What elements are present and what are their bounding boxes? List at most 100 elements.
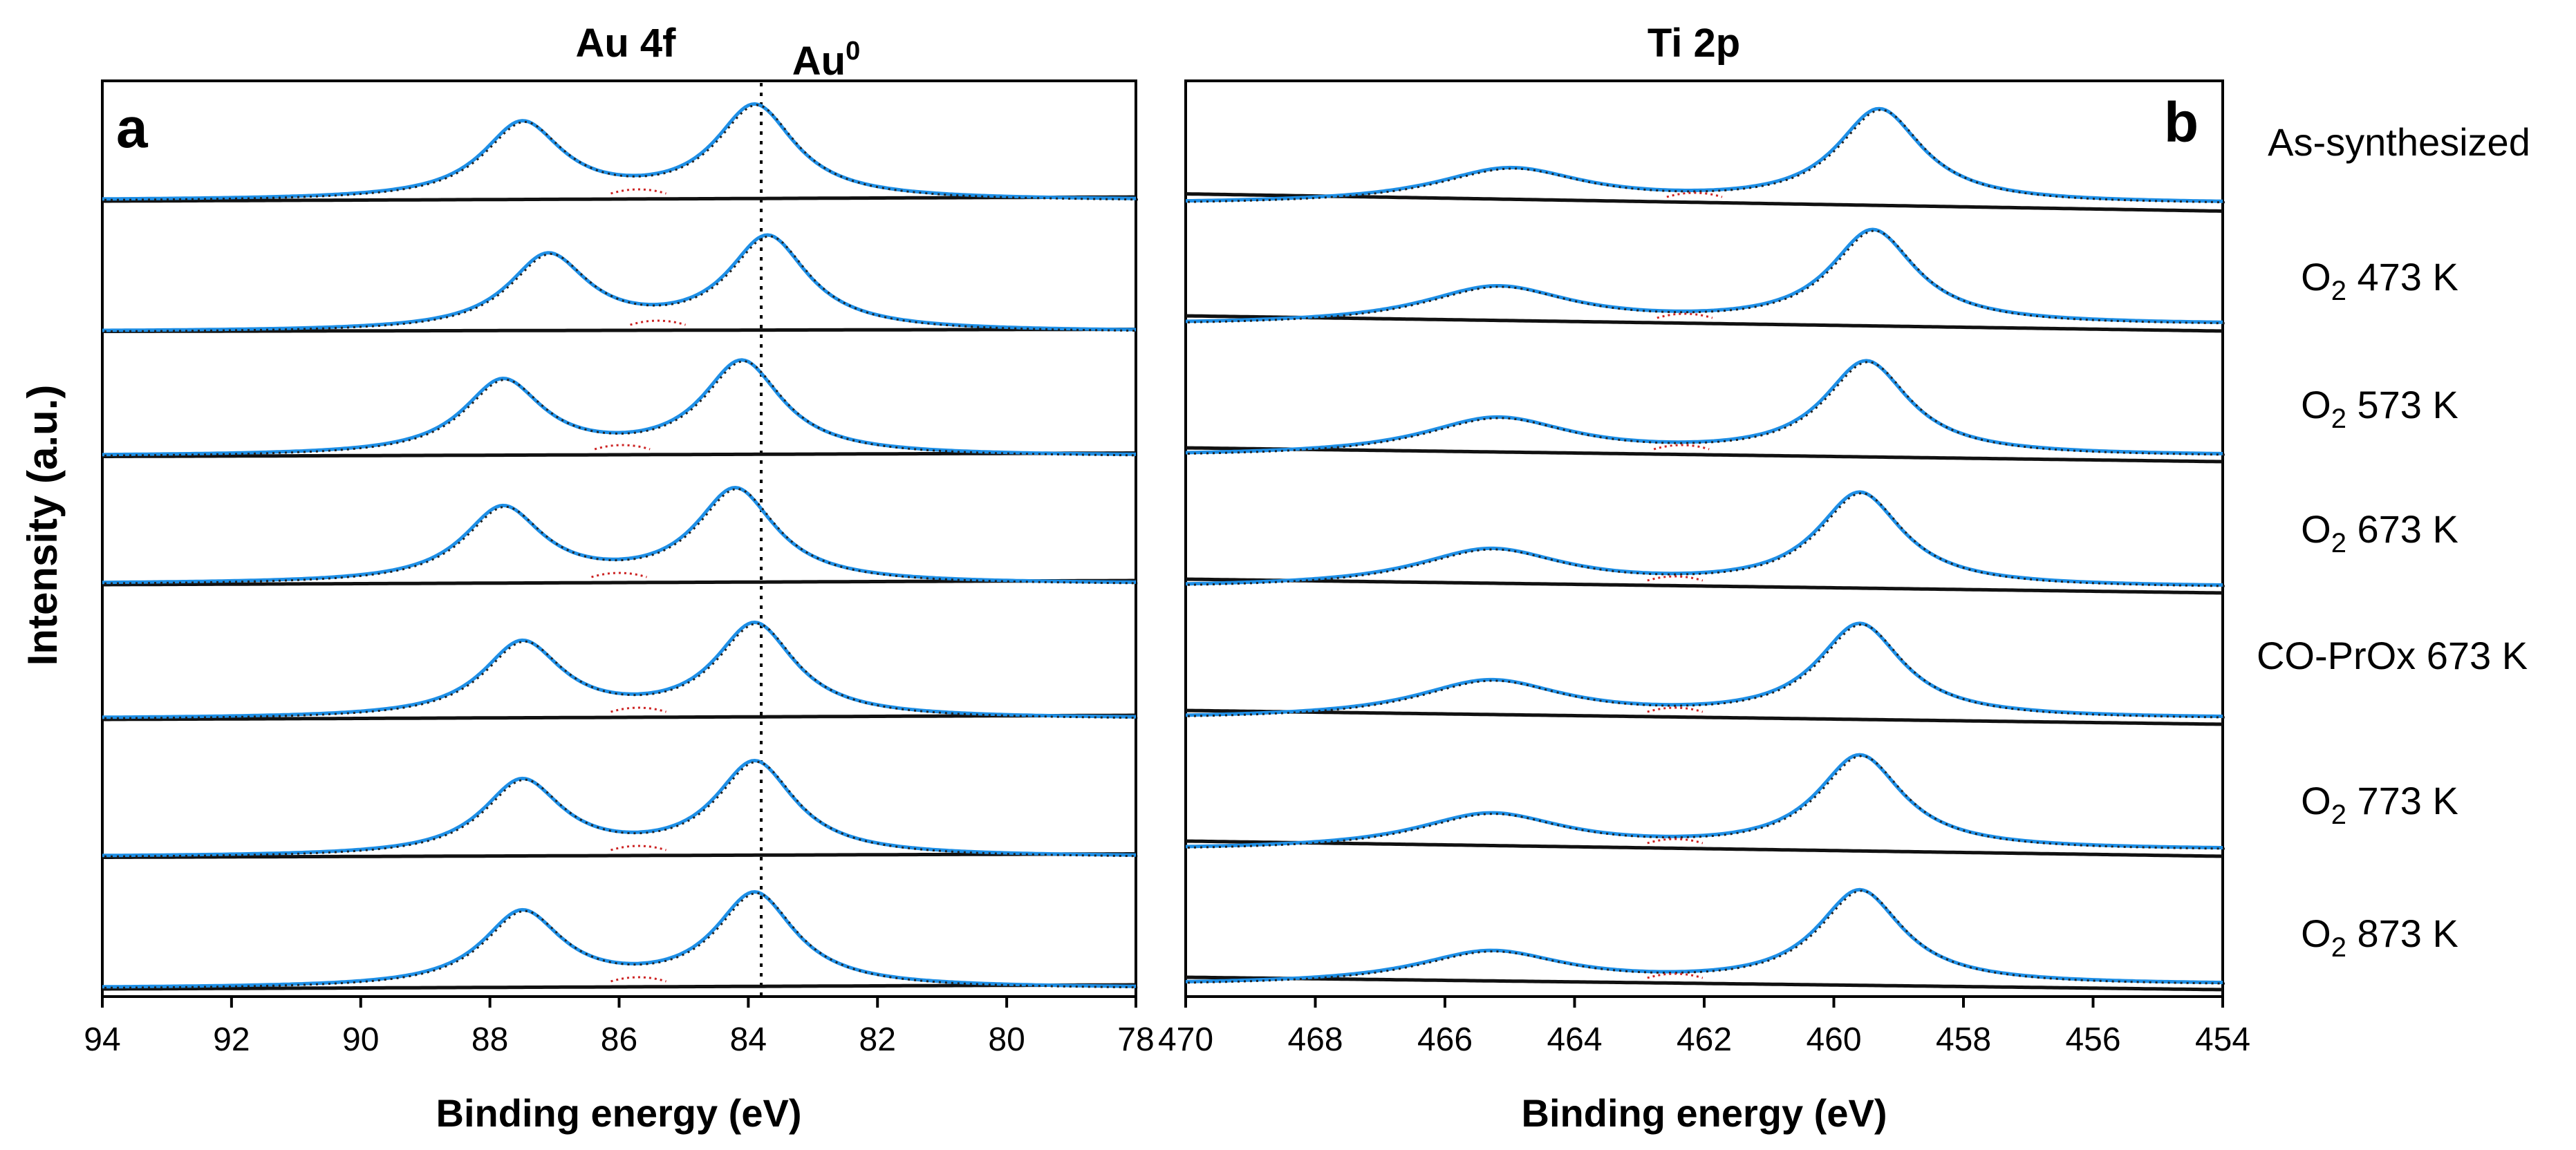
- sample-label-prefix: CO-PrOx 673 K: [2257, 634, 2528, 677]
- fit-curve: [102, 889, 1137, 989]
- fit-curve: [102, 758, 1137, 858]
- background-line: [102, 195, 1136, 203]
- sample-label-sub: 2: [2331, 404, 2346, 434]
- fit-curve: [102, 620, 1137, 719]
- sample-label-sub: 2: [2331, 276, 2346, 306]
- residual-dots: [594, 444, 651, 451]
- au0-label-text: Au: [792, 39, 846, 84]
- background-line: [102, 983, 1136, 991]
- x-tick-label: 84: [730, 1021, 767, 1058]
- residual-dots: [1656, 312, 1713, 319]
- sample-label: O2 873 K: [2301, 912, 2458, 963]
- sample-label-suffix: 473 K: [2346, 255, 2458, 299]
- panel-b-letter: b: [2164, 91, 2199, 154]
- residual-dots: [1666, 191, 1723, 198]
- raw-data-dots: [104, 760, 1139, 858]
- x-tick-label: 468: [1287, 1021, 1343, 1058]
- fit-curve: [1185, 490, 2223, 587]
- fit-curve: [1185, 887, 2223, 985]
- fit-curve: [1185, 106, 2223, 203]
- background-line: [1185, 839, 2223, 858]
- residual-dots: [1647, 972, 1704, 979]
- residual-dots: [610, 706, 666, 713]
- background-line: [102, 713, 1136, 722]
- sample-label: O2 573 K: [2301, 383, 2458, 434]
- background-line: [1185, 192, 2223, 213]
- sample-label-suffix: 573 K: [2346, 383, 2458, 426]
- raw-data-dots: [104, 104, 1139, 201]
- x-tick-label: 92: [213, 1021, 250, 1058]
- x-tick-label: 466: [1417, 1021, 1473, 1058]
- sample-label-sub: 2: [2331, 800, 2346, 830]
- background-line: [1185, 975, 2223, 992]
- au0-label-sup: 0: [846, 37, 860, 66]
- y-axis-label: Intensity (a.u.): [19, 385, 66, 666]
- sample-label-prefix: O: [2301, 507, 2331, 551]
- x-tick-label: 90: [342, 1021, 379, 1058]
- raw-data-dots: [1187, 889, 2225, 985]
- panel-a-title: Au 4f: [576, 21, 677, 66]
- fit-curve: [1185, 621, 2223, 718]
- x-tick-label: 458: [1936, 1021, 1991, 1058]
- sample-label: CO-PrOx 673 K: [2257, 634, 2528, 677]
- x-tick-label: 80: [988, 1021, 1025, 1058]
- x-tick-label: 78: [1117, 1021, 1154, 1058]
- raw-data-dots: [1187, 491, 2225, 587]
- fit-curve: [1185, 227, 2223, 324]
- panel-a-x-axis-label: Binding energy (eV): [436, 1091, 802, 1135]
- x-tick-label: 462: [1677, 1021, 1732, 1058]
- sample-label-suffix: 773 K: [2346, 779, 2458, 822]
- raw-data-dots: [104, 359, 1139, 457]
- panel-a-letter: a: [116, 97, 149, 160]
- x-tick-label: 94: [84, 1021, 120, 1058]
- raw-data-dots: [104, 234, 1139, 332]
- background-line: [102, 451, 1136, 458]
- background-line: [102, 852, 1136, 859]
- x-tick-label: 454: [2195, 1021, 2250, 1058]
- sample-label-prefix: O: [2301, 255, 2331, 299]
- panel-b-title: Ti 2p: [1648, 21, 1740, 66]
- sample-label: As-synthesized: [2268, 120, 2530, 164]
- panel-b-spectra: [1185, 106, 2225, 992]
- panel-b-frame: [1184, 79, 2224, 998]
- sample-label: O2 473 K: [2301, 255, 2458, 306]
- raw-data-dots: [1187, 229, 2225, 325]
- sample-label-suffix: 673 K: [2346, 507, 2458, 551]
- background-line: [1185, 577, 2223, 595]
- background-line: [102, 328, 1136, 333]
- panel-b-x-axis-label: Binding energy (eV): [1522, 1091, 1887, 1135]
- sample-label-suffix: 873 K: [2346, 912, 2458, 955]
- fit-curve: [1185, 359, 2223, 455]
- sample-label-sub: 2: [2331, 932, 2346, 963]
- residual-dots: [1653, 444, 1710, 451]
- panel-a-spectra: [102, 102, 1139, 991]
- background-line: [102, 578, 1136, 587]
- residual-dots: [1647, 575, 1704, 582]
- raw-data-dots: [1187, 109, 2225, 204]
- residual-dots: [1647, 838, 1704, 845]
- sample-label: O2 773 K: [2301, 779, 2458, 830]
- residual-dots: [610, 976, 666, 983]
- sample-labels: As-synthesized O2 473 K O2 573 K O2 673 …: [2257, 120, 2530, 963]
- residual-dots: [610, 188, 666, 195]
- x-tick-label: 464: [1547, 1021, 1602, 1058]
- sample-label-prefix: O: [2301, 383, 2331, 426]
- fit-curve: [1185, 753, 2223, 849]
- sample-label-prefix: O: [2301, 912, 2331, 955]
- raw-data-dots: [1187, 755, 2225, 850]
- background-line: [1185, 708, 2223, 726]
- au0-label: Au0: [792, 37, 860, 84]
- residual-dots: [610, 845, 666, 851]
- x-tick-label: 88: [472, 1021, 508, 1058]
- x-tick-label: 82: [859, 1021, 896, 1058]
- panel-b-x-axis: 470 468 466 464 462 460 458 456 454: [1158, 997, 2250, 1058]
- residual-dots: [1647, 706, 1704, 713]
- background-line: [1185, 446, 2223, 464]
- x-tick-label: 470: [1158, 1021, 1213, 1058]
- fit-curve: [102, 233, 1137, 332]
- sample-label-sub: 2: [2331, 528, 2346, 558]
- background-line: [1185, 314, 2223, 333]
- fit-curve: [102, 358, 1137, 457]
- residual-dots: [630, 319, 686, 326]
